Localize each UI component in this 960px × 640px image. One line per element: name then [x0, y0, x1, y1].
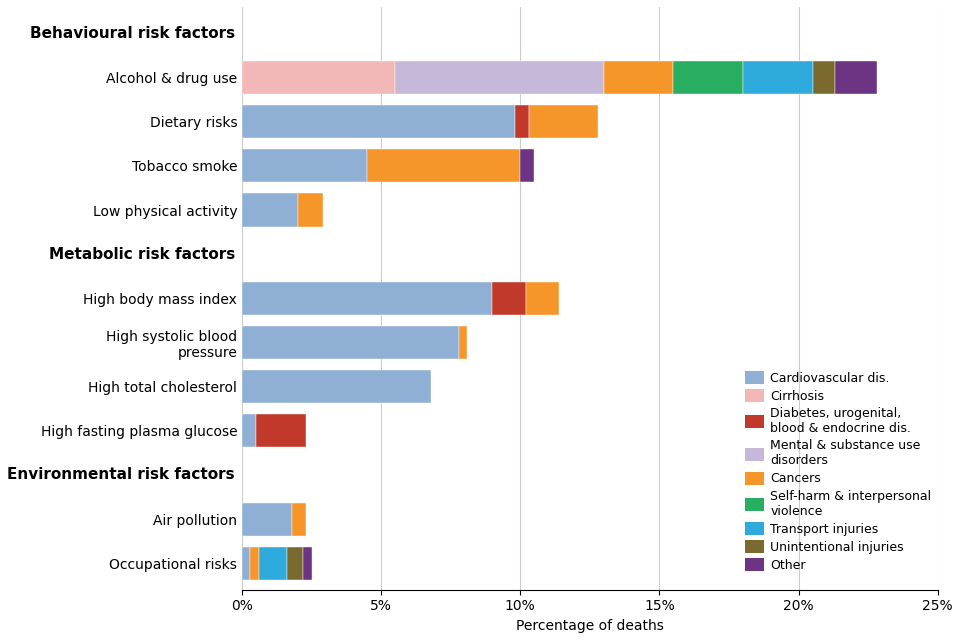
Bar — [256, 414, 306, 447]
Legend: Cardiovascular dis., Cirrhosis, Diabetes, urogenital,
blood & endocrine dis., Me: Cardiovascular dis., Cirrhosis, Diabetes… — [745, 371, 931, 572]
Bar — [242, 370, 431, 403]
Bar — [298, 193, 323, 227]
Bar — [492, 282, 526, 315]
Bar — [242, 149, 368, 182]
Text: Behavioural risk factors: Behavioural risk factors — [30, 26, 235, 41]
Bar — [812, 61, 835, 94]
Bar — [292, 502, 306, 536]
Bar — [368, 149, 520, 182]
Bar — [242, 547, 251, 580]
Bar — [673, 61, 743, 94]
Bar — [242, 414, 256, 447]
Bar — [242, 326, 459, 359]
Bar — [286, 547, 303, 580]
Bar — [303, 547, 312, 580]
Bar — [258, 547, 286, 580]
Bar — [835, 61, 876, 94]
Bar — [515, 105, 529, 138]
Bar — [251, 547, 258, 580]
Bar — [242, 61, 396, 94]
Bar — [743, 61, 812, 94]
Bar — [242, 193, 298, 227]
Bar — [396, 61, 604, 94]
Bar — [520, 149, 534, 182]
Bar — [459, 326, 468, 359]
Bar — [242, 502, 292, 536]
Text: Environmental risk factors: Environmental risk factors — [8, 467, 235, 483]
Bar — [242, 105, 515, 138]
X-axis label: Percentage of deaths: Percentage of deaths — [516, 619, 663, 633]
Bar — [604, 61, 673, 94]
Bar — [526, 282, 560, 315]
Bar — [242, 282, 492, 315]
Text: Metabolic risk factors: Metabolic risk factors — [49, 246, 235, 262]
Bar — [529, 105, 598, 138]
